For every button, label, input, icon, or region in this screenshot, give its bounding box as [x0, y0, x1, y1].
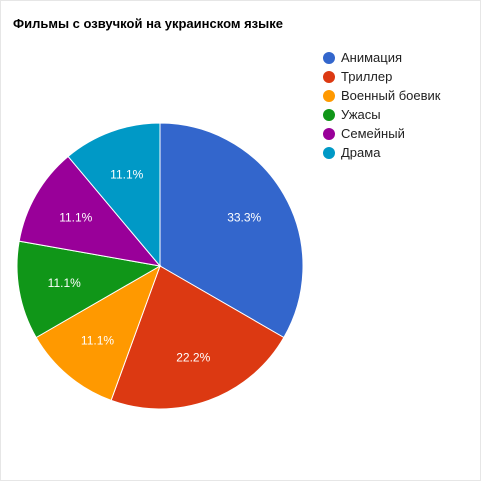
slice-label-5: 11.1% — [59, 210, 92, 224]
legend-item-3[interactable]: Военный боевик — [323, 86, 440, 105]
chart-title: Фильмы с озвучкой на украинском языке — [13, 16, 283, 31]
slice-label-3: 11.1% — [81, 333, 114, 347]
pie-slice-2[interactable] — [110, 265, 285, 410]
slice-label-2: 22.2% — [176, 350, 210, 364]
legend-label: Ужасы — [341, 107, 381, 122]
legend-item-6[interactable]: Драма — [323, 143, 440, 162]
legend-swatch — [323, 108, 335, 121]
legend-swatch — [323, 146, 335, 159]
slice-label-4: 11.1% — [48, 276, 81, 290]
legend-item-5[interactable]: Семейный — [323, 124, 440, 143]
legend-item-1[interactable]: Анимация — [323, 48, 440, 67]
pie-slice-5[interactable] — [18, 155, 162, 267]
legend-label: Военный боевик — [341, 88, 441, 103]
slice-label-1: 33.3% — [227, 210, 261, 224]
legend-label: Семейный — [341, 126, 405, 141]
legend-item-4[interactable]: Ужасы — [323, 105, 440, 124]
legend-swatch — [323, 127, 335, 140]
pie-slice-4[interactable] — [16, 240, 162, 339]
legend-swatch — [323, 51, 335, 64]
legend-swatch — [323, 70, 335, 83]
legend-swatch — [323, 89, 335, 102]
legend-label: Триллер — [341, 69, 393, 84]
pie-slice-1[interactable] — [159, 122, 304, 339]
pie-slice-6[interactable] — [67, 122, 161, 268]
pie-slice-3[interactable] — [35, 264, 161, 402]
slice-label-6: 11.1% — [110, 168, 143, 182]
legend-label: Анимация — [341, 50, 403, 65]
legend: Анимация Триллер Военный боевик Ужасы Семейн… — [323, 48, 440, 162]
legend-item-2[interactable]: Триллер — [323, 67, 440, 86]
legend-label: Драма — [341, 145, 381, 160]
